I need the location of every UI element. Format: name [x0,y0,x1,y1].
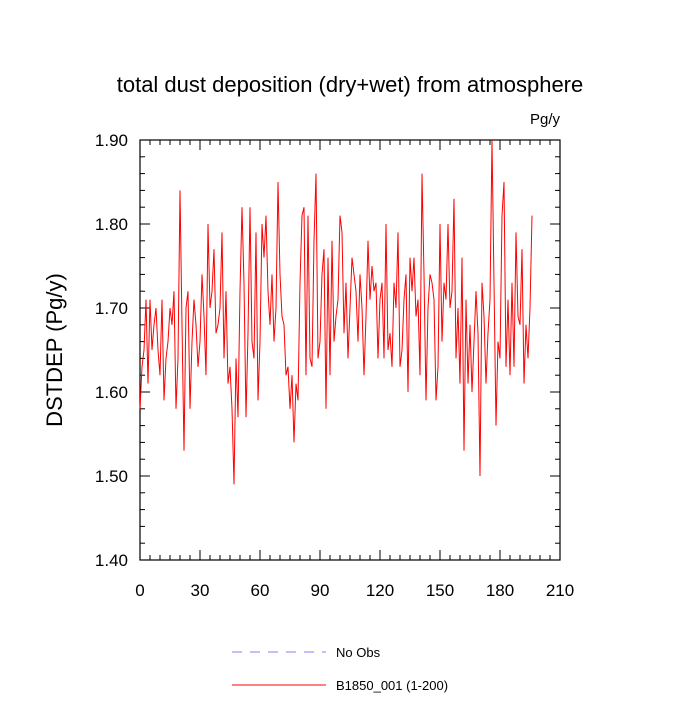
units-label: Pg/y [530,111,561,128]
x-tick-label: 60 [251,581,270,600]
y-axis-label: DSTDEP (Pg/y) [42,273,67,427]
legend-label-0: No Obs [336,645,381,660]
chart-title: total dust deposition (dry+wet) from atm… [117,72,584,97]
series-line-1 [139,139,533,485]
x-tick-label: 210 [546,581,574,600]
x-tick-label: 90 [311,581,330,600]
y-tick-label: 1.80 [95,215,128,234]
legend-label-1: B1850_001 (1-200) [336,678,448,693]
y-tick-label: 1.70 [95,299,128,318]
series-lines [139,139,533,485]
legend: No Obs B1850_001 (1-200) [232,645,448,693]
x-tick-label: 30 [191,581,210,600]
axis-ticks [139,139,561,561]
x-tick-label: 120 [366,581,394,600]
x-tick-label: 180 [486,581,514,600]
x-tick-label: 0 [135,581,144,600]
tick-labels: 0 30 60 90 120 150 180 210 1.40 1.50 1.60 1.70 1.80 1… [95,131,574,600]
y-tick-label: 1.40 [95,551,128,570]
y-tick-label: 1.60 [95,383,128,402]
x-tick-label: 150 [426,581,454,600]
y-tick-label: 1.90 [95,131,128,150]
y-tick-label: 1.50 [95,467,128,486]
plot-frame [139,139,561,561]
